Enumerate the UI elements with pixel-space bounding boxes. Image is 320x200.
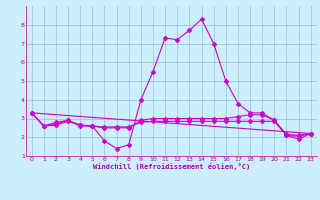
X-axis label: Windchill (Refroidissement éolien,°C): Windchill (Refroidissement éolien,°C) [92, 163, 250, 170]
